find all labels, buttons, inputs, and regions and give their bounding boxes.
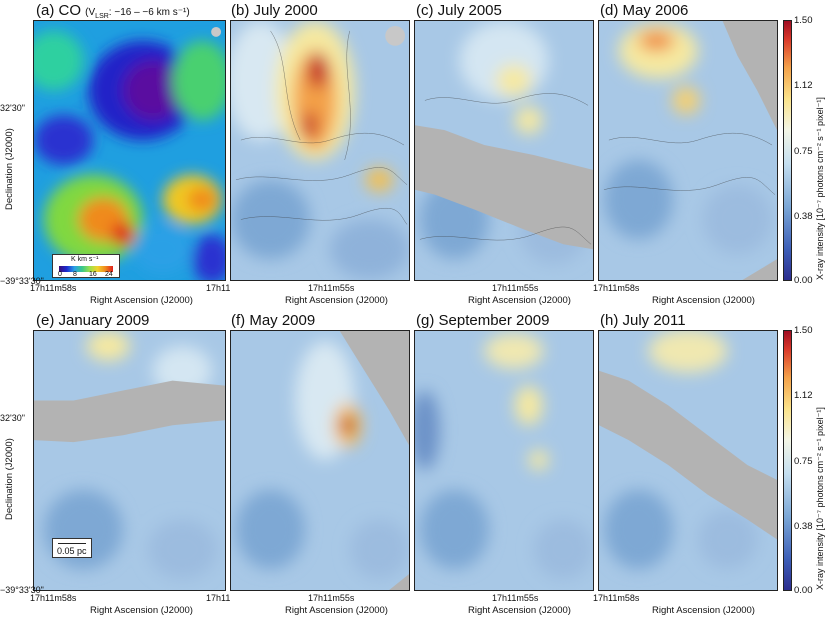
mask-region	[415, 125, 593, 250]
xtick-h-left: 17h11m58s	[593, 593, 640, 603]
xtick-f-mid: 17h11m55s	[308, 593, 355, 603]
cbar-top-tick-4: 0.00	[794, 275, 813, 286]
panel-a-title: (a) CO (VLSR: −16 – −6 km s⁻¹)	[36, 2, 190, 20]
colorbar-label-top: X-ray intensity [10⁻⁷ photons cm⁻² s⁻¹ p…	[815, 97, 825, 280]
xray-map-h	[599, 331, 777, 590]
xlabel-h: Right Ascension (J2000)	[652, 605, 755, 616]
panel-e-title: (e) January 2009	[36, 312, 150, 329]
cbar-bottom-tick-2: 0.75	[794, 456, 813, 467]
co-map-image	[34, 21, 225, 280]
co-legend: K km s⁻¹ 0 8 16 24	[52, 254, 120, 278]
ylabel-top: Declination (J2000)	[4, 128, 15, 210]
ylabel-bottom: Declination (J2000)	[4, 438, 15, 520]
colorbar-bottom	[783, 330, 792, 591]
cbar-top-tick-1: 1.12	[794, 80, 813, 91]
panel-f-title: (f) May 2009	[231, 312, 316, 329]
co-legend-tick-0: 0	[58, 271, 62, 278]
scale-bar-label: 0.05 pc	[57, 546, 87, 556]
panel-c-title: (c) July 2005	[416, 2, 502, 19]
colorbar-label-bottom: X-ray intensity [10⁻⁷ photons cm⁻² s⁻¹ p…	[815, 407, 825, 590]
ytick-top-row2: 32'30"	[0, 413, 25, 423]
xtick-e-right: 17h11	[206, 593, 231, 603]
colorbar-top	[783, 20, 792, 281]
co-legend-tick-1: 8	[73, 271, 77, 278]
panel-a-subtitle: (VLSR: −16 – −6 km s⁻¹)	[85, 7, 190, 20]
cbar-top-tick-0: 1.50	[794, 15, 813, 26]
xlabel-g: Right Ascension (J2000)	[468, 605, 571, 616]
panel-b-title: (b) July 2000	[231, 2, 318, 19]
co-beam-marker	[211, 26, 222, 37]
xray-map-c	[415, 21, 593, 280]
panel-d-title: (d) May 2006	[600, 2, 689, 19]
mask-region	[339, 331, 409, 446]
ytick-bottom-row2: −39°33'30"	[0, 585, 44, 595]
panel-b-xray-map	[230, 20, 410, 281]
mask-region	[34, 380, 225, 443]
xtick-d-left: 17h11m58s	[593, 283, 640, 293]
co-legend-tick-2: 16	[89, 271, 97, 278]
xray-map-d	[599, 21, 777, 280]
panel-a-co-map	[33, 20, 226, 281]
panel-d-xray-map	[598, 20, 778, 281]
cbar-top-tick-3: 0.38	[794, 211, 813, 222]
xlabel-e: Right Ascension (J2000)	[90, 605, 193, 616]
xtick-b-mid: 17h11m55s	[308, 283, 355, 293]
co-legend-unit: K km s⁻¹	[71, 256, 99, 263]
xtick-g-mid: 17h11m55s	[492, 593, 539, 603]
co-legend-tick-3: 24	[105, 271, 113, 278]
xlabel-c: Right Ascension (J2000)	[468, 295, 571, 306]
xray-beam-marker	[385, 25, 406, 46]
xtick-a-left: 17h11m58s	[30, 283, 77, 293]
xtick-a-right: 17h11	[206, 283, 231, 293]
cbar-top-tick-2: 0.75	[794, 146, 813, 157]
xlabel-f: Right Ascension (J2000)	[285, 605, 388, 616]
xtick-c-mid: 17h11m55s	[492, 283, 539, 293]
panel-g-xray-map	[414, 330, 594, 591]
cbar-bottom-tick-1: 1.12	[794, 390, 813, 401]
cbar-bottom-tick-3: 0.38	[794, 521, 813, 532]
co-legend-gradient	[59, 266, 113, 272]
ytick-bottom-row1: −39°33'30"	[0, 276, 44, 286]
panel-g-title: (g) September 2009	[416, 312, 550, 329]
mask-region	[722, 21, 777, 131]
panel-c-xray-map	[414, 20, 594, 281]
xray-map-g	[415, 331, 593, 590]
xlabel-b: Right Ascension (J2000)	[285, 295, 388, 306]
cbar-bottom-tick-0: 1.50	[794, 325, 813, 336]
panel-f-xray-map	[230, 330, 410, 591]
cbar-bottom-tick-4: 0.00	[794, 585, 813, 596]
xlabel-d: Right Ascension (J2000)	[652, 295, 755, 306]
panel-h-title: (h) July 2011	[600, 312, 686, 329]
xray-map-b	[231, 21, 409, 280]
panel-h-xray-map	[598, 330, 778, 591]
ytick-top-row1: 32'30"	[0, 103, 25, 113]
xtick-e-left: 17h11m58s	[30, 593, 77, 603]
scale-bar: 0.05 pc	[52, 538, 92, 558]
mask-region	[599, 370, 777, 540]
xlabel-a: Right Ascension (J2000)	[90, 295, 193, 306]
xray-map-f	[231, 331, 409, 590]
